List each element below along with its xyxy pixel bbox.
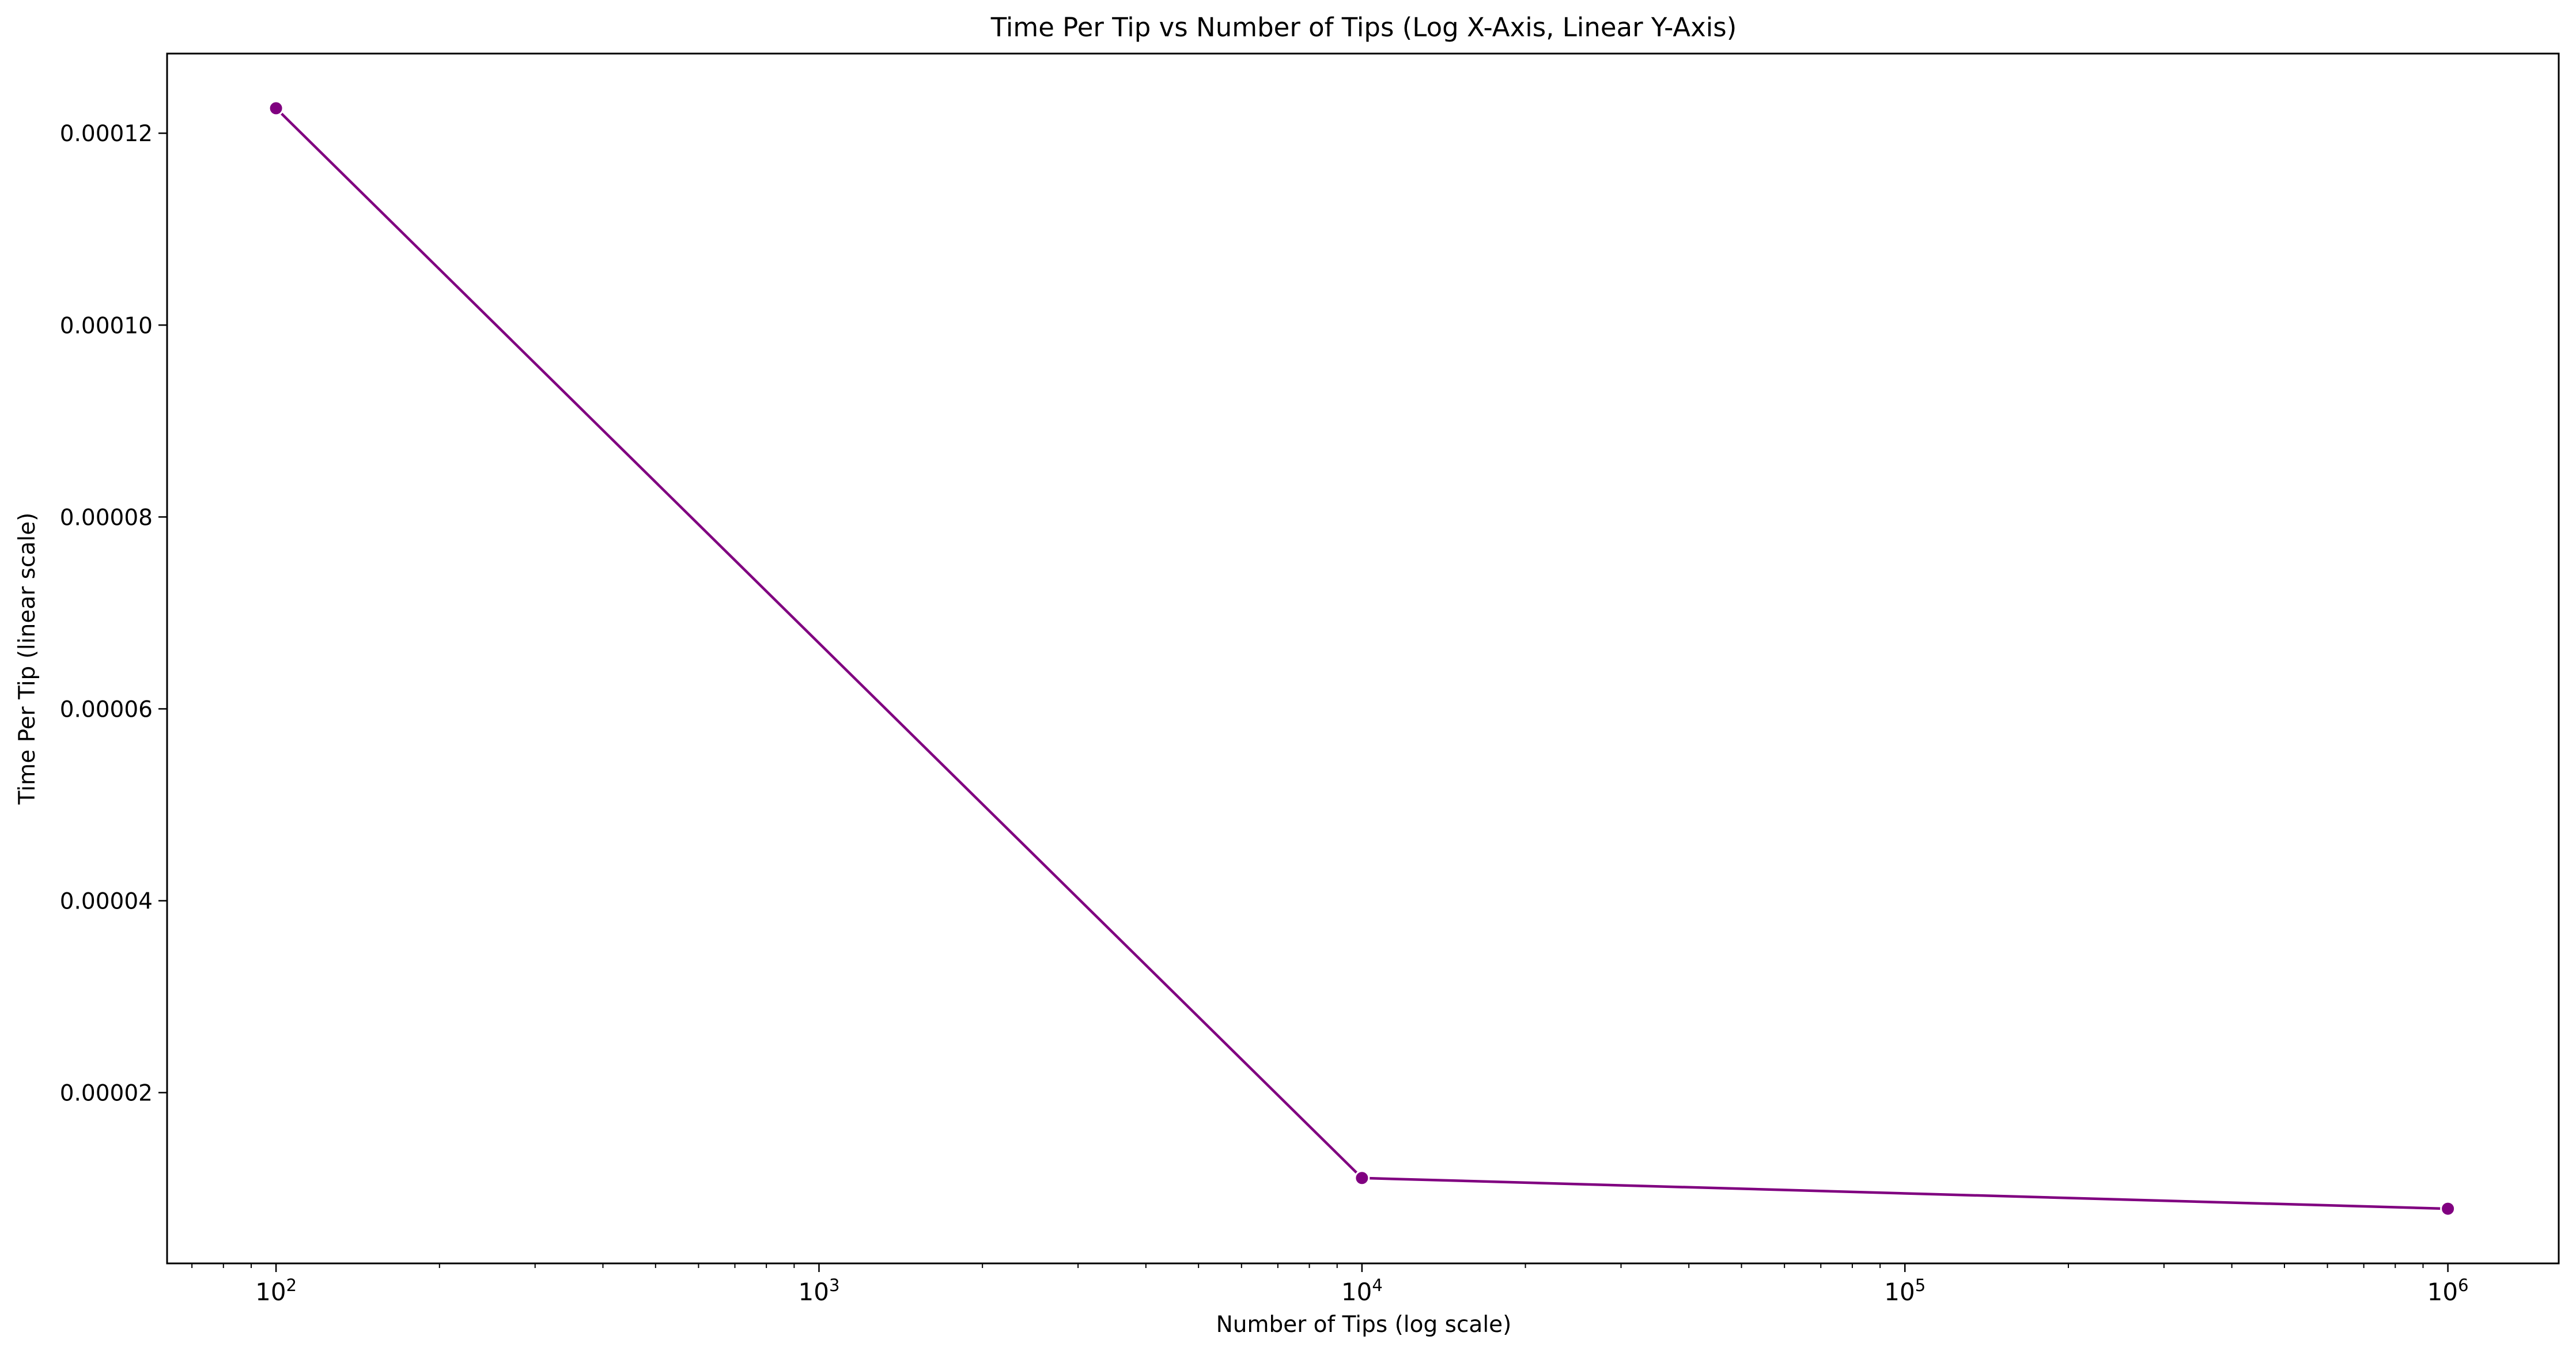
- x-tick-label: 103: [799, 1275, 840, 1306]
- x-axis-label: Number of Tips (log scale): [1216, 1312, 1512, 1338]
- x-tick-exponent: 3: [829, 1275, 839, 1295]
- x-tick-base: 10: [2427, 1278, 2458, 1306]
- x-tick-base: 10: [799, 1278, 829, 1306]
- x-tick-exponent: 2: [286, 1275, 297, 1295]
- data-point: [1354, 1170, 1370, 1186]
- x-tick-exponent: 6: [2458, 1275, 2468, 1295]
- x-tick-exponent: 4: [1372, 1275, 1382, 1295]
- x-tick-label: 102: [255, 1275, 297, 1306]
- data-point: [2440, 1201, 2456, 1217]
- y-tick-label: 0.00006: [60, 697, 153, 722]
- plot-area: 102 103 104 105 1060.000020.000040.000060.00…: [60, 100, 2469, 1306]
- chart-title: Time Per Tip vs Number of Tips (Log X-Ax…: [990, 12, 1737, 43]
- x-tick-label: 106: [2427, 1275, 2469, 1306]
- y-axis-label: Time Per Tip (linear scale): [14, 513, 40, 805]
- x-tick-base: 10: [1341, 1278, 1372, 1306]
- y-tick-label: 0.00002: [60, 1081, 153, 1107]
- x-tick-base: 10: [255, 1278, 286, 1306]
- x-tick-label: 105: [1884, 1275, 1926, 1306]
- x-tick-base: 10: [1884, 1278, 1915, 1306]
- y-tick-label: 0.00010: [60, 313, 153, 339]
- data-point: [268, 100, 284, 116]
- plot-frame: [166, 52, 2560, 1265]
- y-tick-label: 0.00004: [60, 888, 153, 914]
- x-tick-label: 104: [1341, 1275, 1383, 1306]
- x-tick-exponent: 5: [1915, 1275, 1926, 1295]
- y-tick-label: 0.00012: [60, 121, 153, 147]
- y-tick-label: 0.00008: [60, 505, 153, 531]
